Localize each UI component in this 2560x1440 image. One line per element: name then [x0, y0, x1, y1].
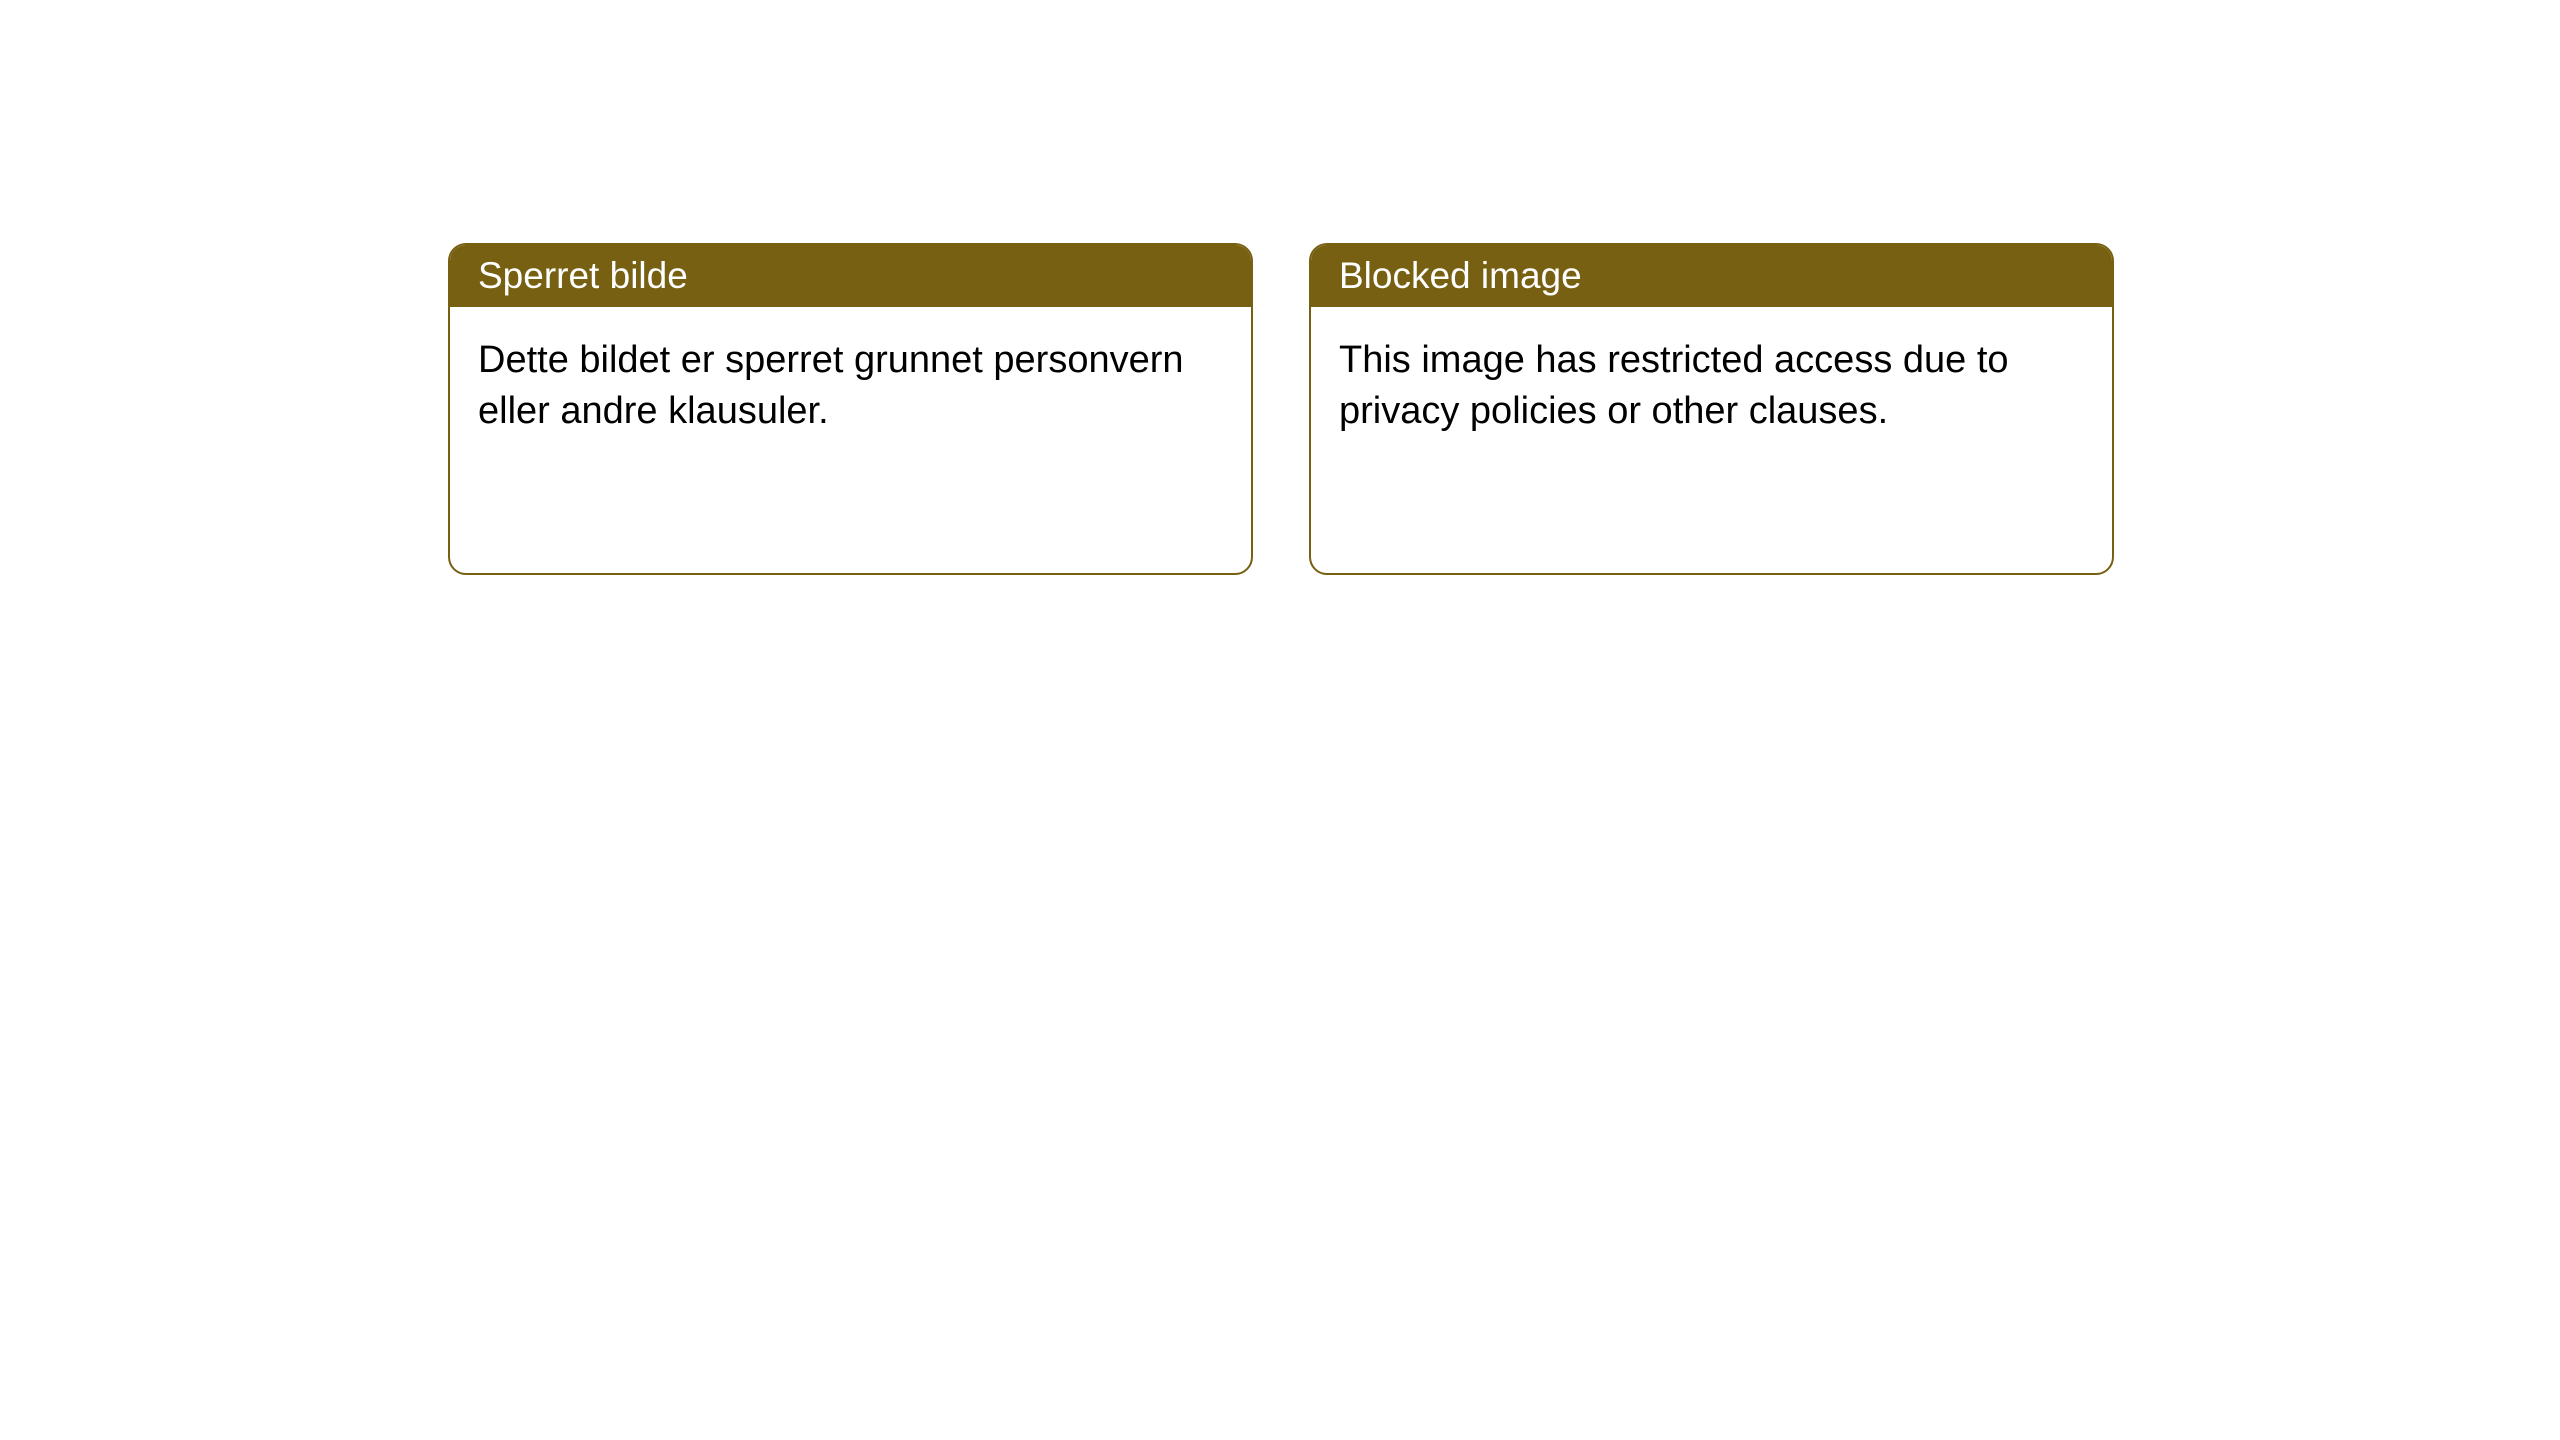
notice-container: Sperret bilde Dette bildet er sperret gr…	[448, 243, 2114, 575]
notice-body-english: This image has restricted access due to …	[1311, 307, 2112, 466]
notice-body-norwegian: Dette bildet er sperret grunnet personve…	[450, 307, 1251, 466]
notice-card-norwegian: Sperret bilde Dette bildet er sperret gr…	[448, 243, 1253, 575]
notice-card-english: Blocked image This image has restricted …	[1309, 243, 2114, 575]
notice-header-norwegian: Sperret bilde	[450, 245, 1251, 307]
notice-header-english: Blocked image	[1311, 245, 2112, 307]
